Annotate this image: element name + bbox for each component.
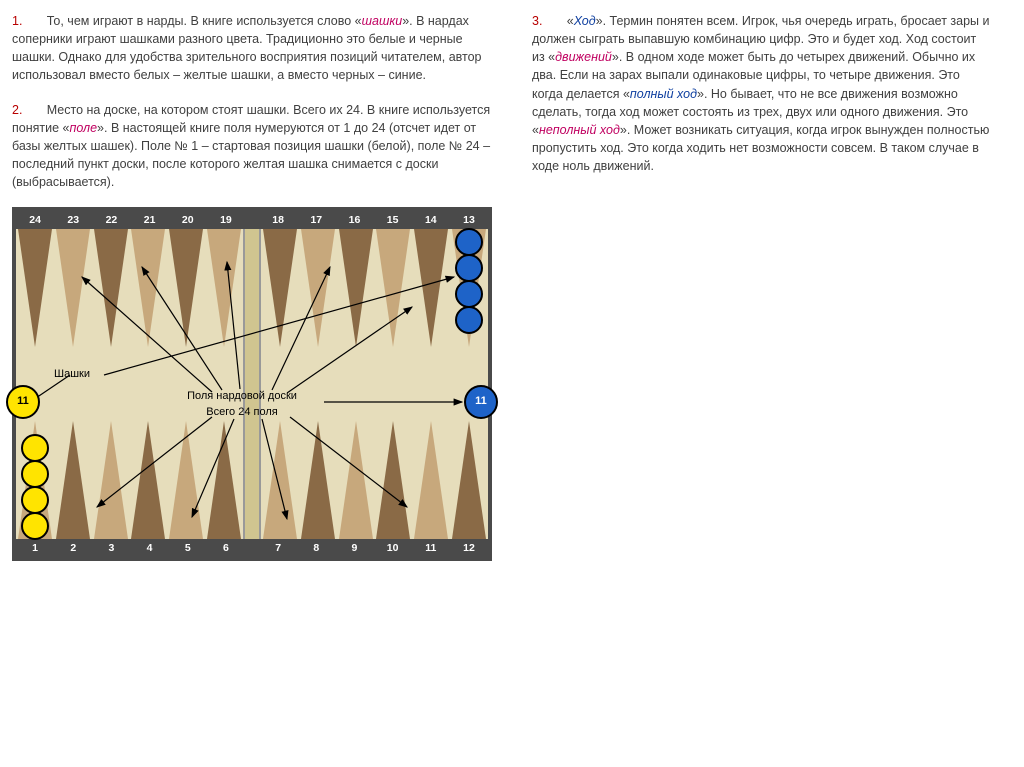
yellow-checker bbox=[21, 434, 49, 462]
board-point-number: 11 bbox=[412, 539, 450, 557]
board-point bbox=[299, 419, 337, 539]
term-full-move: полный ход bbox=[630, 87, 697, 101]
board-point bbox=[412, 419, 450, 539]
paragraph-1: 1. То, чем играют в нарды. В книге испол… bbox=[12, 12, 502, 85]
board-bar bbox=[243, 229, 261, 539]
blue-checker bbox=[455, 306, 483, 334]
board-point bbox=[299, 229, 337, 349]
board-point-number: 1 bbox=[16, 539, 54, 557]
term-partial-move: неполный ход bbox=[539, 123, 620, 137]
board-point bbox=[205, 229, 243, 349]
board-point-number: 14 bbox=[412, 211, 450, 229]
blue-checker bbox=[455, 280, 483, 308]
board-point bbox=[374, 419, 412, 539]
paragraph-2: 2. Место на доске, на котором стоят шашк… bbox=[12, 101, 502, 192]
board-point-number: 16 bbox=[335, 211, 373, 229]
list-number: 2. bbox=[12, 103, 22, 117]
board-point-number: 9 bbox=[335, 539, 373, 557]
board-point-number: 23 bbox=[54, 211, 92, 229]
board-point bbox=[167, 419, 205, 539]
backgammon-board: 242322212019181716151413 123456789101112… bbox=[12, 207, 492, 561]
board-point bbox=[167, 229, 205, 349]
board-point bbox=[412, 229, 450, 349]
board-point bbox=[374, 229, 412, 349]
board-point bbox=[261, 419, 299, 539]
bottom-number-row: 123456789101112 bbox=[16, 539, 488, 557]
yellow-checker bbox=[21, 486, 49, 514]
board-point bbox=[261, 229, 299, 349]
board-point-number: 5 bbox=[169, 539, 207, 557]
board-point bbox=[16, 419, 54, 539]
label-fields: Поля нардовой доски Всего 24 поля bbox=[162, 389, 322, 421]
board-point-number: 24 bbox=[16, 211, 54, 229]
board-point-number: 13 bbox=[450, 211, 488, 229]
board-point bbox=[129, 419, 167, 539]
board-point-number: 10 bbox=[374, 539, 412, 557]
yellow-checker bbox=[21, 512, 49, 540]
list-number: 3. bbox=[532, 14, 542, 28]
yellow-counter-checker: 11 bbox=[6, 385, 40, 419]
top-number-row: 242322212019 181716151413 bbox=[16, 211, 488, 229]
term-pole: поле bbox=[69, 121, 97, 135]
yellow-checker bbox=[21, 460, 49, 488]
board-point-number: 4 bbox=[131, 539, 169, 557]
term-hod: Ход bbox=[574, 14, 596, 28]
board-point-number: 3 bbox=[92, 539, 130, 557]
blue-counter-checker: 11 bbox=[464, 385, 498, 419]
board-point bbox=[54, 419, 92, 539]
board-point bbox=[16, 229, 54, 349]
board-point-number: 8 bbox=[297, 539, 335, 557]
board-point-number: 6 bbox=[207, 539, 245, 557]
term-shashki: шашки bbox=[362, 14, 403, 28]
board-point-number: 12 bbox=[450, 539, 488, 557]
paragraph-3: 3. «Ход». Термин понятен всем. Игрок, чь… bbox=[532, 12, 992, 175]
board-point bbox=[450, 419, 488, 539]
board-point bbox=[54, 229, 92, 349]
board-point-number: 18 bbox=[259, 211, 297, 229]
board-point bbox=[129, 229, 167, 349]
board-point-number: 22 bbox=[92, 211, 130, 229]
blue-checker bbox=[455, 254, 483, 282]
board-point bbox=[450, 229, 488, 349]
list-number: 1. bbox=[12, 14, 22, 28]
board-point bbox=[92, 229, 130, 349]
board-point-number: 19 bbox=[207, 211, 245, 229]
label-shashki: Шашки bbox=[54, 367, 90, 383]
term-moves: движений bbox=[555, 50, 612, 64]
board-point bbox=[92, 419, 130, 539]
board-point-number: 20 bbox=[169, 211, 207, 229]
board-point-number: 21 bbox=[131, 211, 169, 229]
board-point-number: 2 bbox=[54, 539, 92, 557]
board-point-number: 17 bbox=[297, 211, 335, 229]
board-point bbox=[337, 419, 375, 539]
board-point-number: 15 bbox=[374, 211, 412, 229]
blue-checker bbox=[455, 228, 483, 256]
board-point bbox=[337, 229, 375, 349]
board-point-number: 7 bbox=[259, 539, 297, 557]
board-point bbox=[205, 419, 243, 539]
